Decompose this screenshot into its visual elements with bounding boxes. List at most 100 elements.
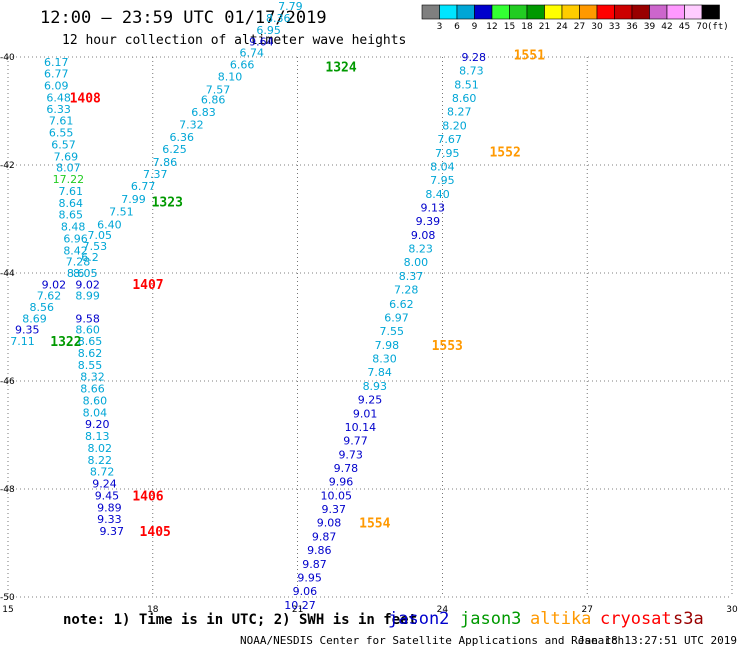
wave-height-value: 7.32 (179, 119, 204, 132)
wave-height-value: 6.95 (256, 24, 281, 37)
wave-height-value: 8.65 (78, 335, 103, 348)
wave-height-value: 8.32 (80, 371, 105, 384)
page-subtitle: 12 hour collection of altimeter wave hei… (62, 33, 407, 48)
legend-jason2: jason2 (388, 609, 450, 629)
wave-height-value: 8.36 (266, 12, 291, 25)
y-tick-label: -44 (0, 269, 15, 279)
wave-height-value: 9.06 (293, 585, 318, 598)
wave-height-value: 6.40 (97, 218, 122, 231)
wave-height-value: 7.79 (278, 0, 303, 13)
wave-height-value: 8.64 (58, 197, 83, 210)
colorbar-label: 6 (454, 22, 460, 32)
wave-height-value: 6.77 (44, 68, 69, 81)
wave-height-value: 7.57 (206, 83, 231, 96)
wave-height-value: 9.96 (329, 475, 354, 488)
wave-height-value: 9.78 (334, 462, 359, 475)
wave-height-value: 9.25 (358, 393, 383, 406)
pass-time-label: 1324 (325, 61, 356, 76)
wave-height-value: 8.30 (372, 352, 397, 365)
colorbar-label: 42 (661, 22, 672, 32)
pass-time-label: 1551 (514, 48, 545, 63)
wave-height-value: 8.02 (87, 442, 112, 455)
colorbar-swatch (474, 4, 493, 20)
wave-height-value: 9.13 (420, 202, 445, 215)
wave-height-value: 7.84 (367, 366, 392, 379)
colorbar-label: 33 (609, 22, 620, 32)
wave-height-value: 9.89 (97, 501, 122, 514)
wave-height-value: 7.86 (153, 156, 178, 169)
wave-height-value: 7.61 (49, 115, 74, 128)
wave-height-value: 6.25 (162, 143, 187, 156)
wave-height-value: 6.86 (201, 94, 226, 107)
wave-height-value: 7.95 (430, 174, 455, 187)
page-title: 12:00 – 23:59 UTC 01/17/2019 (40, 8, 327, 28)
wave-height-value: 6.66 (230, 59, 255, 72)
wave-height-value: 7.37 (143, 168, 168, 181)
legend-s3a: s3a (673, 609, 704, 629)
wave-height-value: 6.17 (44, 56, 69, 69)
wave-height-value: 6.96 (63, 232, 88, 245)
colorbar-swatch (596, 4, 615, 20)
colorbar-label: 18 (521, 22, 533, 32)
wave-height-value: 8.04 (83, 406, 108, 419)
wave-height-value: 8.99 (75, 290, 100, 303)
wave-height-value: 9.39 (416, 215, 441, 228)
wave-height-value: 7.28 (394, 284, 419, 297)
pass-time-label: 1322 (50, 335, 81, 350)
wave-height-value: 8.27 (447, 106, 472, 119)
wave-height-value: 10.27 (284, 599, 316, 612)
colorbar-label: 27 (574, 22, 585, 32)
colorbar-label: 21 (539, 22, 550, 32)
x-tick-label: 21 (292, 605, 303, 615)
wave-height-value: 6.09 (44, 80, 69, 93)
wave-height-value: 7.05 (87, 229, 112, 242)
wave-height-value: 8.60 (452, 92, 477, 105)
wave-height-value: 8.10 (218, 70, 243, 83)
wave-height-value: 8.22 (87, 454, 112, 467)
colorbar-swatch (614, 4, 633, 20)
x-tick-label: 18 (147, 605, 159, 615)
wave-height-values: 6.176.776.096.486.337.616.556.577.698.07… (10, 0, 486, 612)
wave-height-value: 7.69 (54, 150, 79, 163)
colorbar-swatch (649, 4, 668, 20)
wave-height-value: 8.72 (90, 466, 115, 479)
wave-height-value: 8.48 (61, 221, 86, 234)
pass-time-label: 1408 (70, 92, 101, 107)
colorbar-swatch (491, 4, 510, 20)
colorbar-swatch (561, 4, 580, 20)
wave-height-value: 6.55 (49, 127, 74, 140)
wave-height-value: 7.98 (375, 339, 400, 352)
wave-height-value: 9.86 (307, 544, 332, 557)
wave-height-value: 10.14 (345, 421, 377, 434)
pass-time-label: 1405 (140, 525, 171, 540)
legend-cryosat: cryosat (600, 609, 672, 629)
wave-height-value: 8.40 (425, 188, 450, 201)
wave-height-value: 9.73 (338, 448, 363, 461)
wave-height-value: 6.36 (170, 131, 195, 144)
wave-height-value: 6.74 (239, 47, 264, 60)
wave-height-value: 9.33 (97, 513, 122, 526)
colorbar-label: 24 (556, 22, 568, 32)
wave-height-value: 7.67 (437, 133, 462, 146)
colorbar-label: 45 (679, 22, 690, 32)
wave-height-value: 8.55 (78, 359, 103, 372)
wave-height-value: 8.00 (404, 256, 429, 269)
wave-height-value: 6.77 (131, 180, 156, 193)
map-grid (7, 56, 733, 598)
colorbar-swatch (509, 4, 528, 20)
wave-height-value: 7.99 (121, 193, 146, 206)
y-tick-label: -48 (0, 485, 15, 495)
footer-note: note: 1) Time is in UTC; 2) SWH is in fe… (63, 612, 418, 628)
colorbar-label: 39 (644, 22, 656, 32)
wave-height-value: 9.35 (15, 324, 40, 337)
wave-height-value: 7.28 (66, 256, 91, 269)
wave-height-value: 8.56 (30, 301, 55, 314)
colorbar-swatch (456, 4, 475, 20)
wave-height-value: 9.37 (100, 525, 125, 538)
legend-altika: altika (530, 609, 592, 629)
wave-height-value: 9.95 (297, 572, 322, 585)
colorbar-swatch (439, 4, 458, 20)
colorbar-swatch (684, 4, 703, 20)
